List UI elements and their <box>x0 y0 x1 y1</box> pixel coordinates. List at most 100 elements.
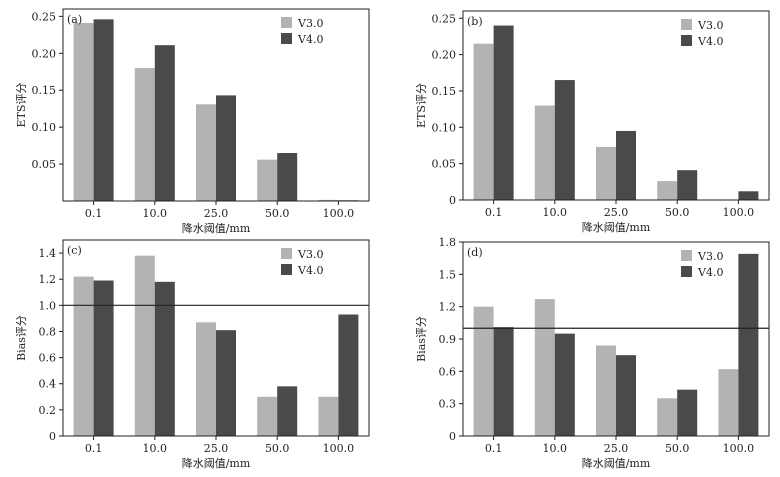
x-axis-label: 降水阈值/mm <box>182 456 251 470</box>
legend-swatch-v3 <box>281 17 292 28</box>
x-axis-label: 降水阈值/mm <box>582 456 651 470</box>
y-tick-label: 0.6 <box>439 365 457 378</box>
bar-v3-50.0 <box>257 159 278 201</box>
bar-v4-10.0 <box>154 281 175 436</box>
bar-v4-0.1 <box>93 280 114 436</box>
plot-frame <box>62 239 370 437</box>
bar-v3-25.0 <box>196 322 216 436</box>
bar-v3-10.0 <box>134 68 155 201</box>
y-tick-label: 0.05 <box>32 158 57 171</box>
bar-v3-10.0 <box>534 105 555 200</box>
y-tick-label: 0.10 <box>32 121 57 134</box>
bar-v4-0.1 <box>93 19 114 202</box>
bar-v4-25.0 <box>216 95 236 201</box>
y-axis-label: Bias评分 <box>415 316 428 362</box>
bar-v4-50.0 <box>277 386 298 436</box>
y-tick-label: 0.20 <box>32 47 57 60</box>
bar-v3-100.0 <box>718 369 739 436</box>
legend-swatch-v3 <box>681 250 692 261</box>
bar-v3-50.0 <box>657 398 678 436</box>
x-tick-label: 50.0 <box>665 206 690 219</box>
bar-v4-10.0 <box>154 45 175 201</box>
y-tick-label: 1.2 <box>439 301 457 314</box>
y-tick-label: 0.10 <box>432 121 457 134</box>
legend-swatch-v4 <box>281 264 292 275</box>
legend-swatch-v3 <box>281 248 292 259</box>
x-tick-label: 25.0 <box>204 442 229 455</box>
bar-v4-100.0 <box>738 253 759 436</box>
y-tick-label: 0.15 <box>432 85 457 98</box>
x-tick-label: 100.0 <box>323 442 355 455</box>
bar-v4-50.0 <box>677 389 698 436</box>
x-tick-label: 10.0 <box>143 207 168 220</box>
bar-v4-0.1 <box>493 25 514 200</box>
x-tick-label: 100.0 <box>323 207 355 220</box>
x-tick-label: 0.1 <box>85 442 103 455</box>
panel-label: (c) <box>67 244 82 257</box>
bar-v3-25.0 <box>196 104 216 201</box>
bar-v3-10.0 <box>534 299 555 436</box>
y-tick-label: 0.05 <box>432 158 457 171</box>
x-tick-label: 50.0 <box>265 207 290 220</box>
y-tick-label: 0.9 <box>439 333 457 346</box>
bar-v3-50.0 <box>257 396 278 436</box>
bar-v4-10.0 <box>554 333 575 436</box>
legend-swatch-v3 <box>681 19 692 30</box>
bar-v3-50.0 <box>657 181 678 200</box>
bar-v4-100.0 <box>338 314 359 436</box>
y-tick-label: 0.15 <box>32 84 57 97</box>
y-axis-label: ETS评分 <box>415 83 428 128</box>
x-tick-label: 0.1 <box>485 206 503 219</box>
bar-v3-0.1 <box>473 306 494 436</box>
bar-v3-10.0 <box>134 255 155 436</box>
panel-label: (d) <box>467 246 483 259</box>
y-tick-label: 0.2 <box>39 404 57 417</box>
legend-swatch-v4 <box>281 33 292 44</box>
y-tick-label: 0.6 <box>39 352 57 365</box>
y-tick-label: 1.2 <box>39 273 57 286</box>
legend-label-v4: V4.0 <box>697 266 723 279</box>
bar-v4-25.0 <box>616 130 636 200</box>
y-tick-label: 0.4 <box>39 378 57 391</box>
legend-label-v4: V4.0 <box>297 264 323 277</box>
y-axis-label: ETS评分 <box>15 83 28 128</box>
y-tick-label: 1.8 <box>439 236 457 249</box>
legend-label-v3: V3.0 <box>297 248 323 261</box>
chart-panel-a: 0.1 10.0 25.0 50.0 100.0 0.05 0.10 0.15 0.20 0.25… <box>15 8 370 235</box>
x-tick-label: 0.1 <box>85 207 103 220</box>
panel-label: (a) <box>67 13 82 26</box>
bar-v3-0.1 <box>473 43 494 200</box>
plot-frame <box>62 8 370 202</box>
y-tick-label: 0.25 <box>32 10 57 23</box>
legend-label-v4: V4.0 <box>697 35 723 48</box>
y-tick-label: 0.20 <box>432 49 457 62</box>
bar-v3-0.1 <box>73 23 94 202</box>
bar-v3-100.0 <box>318 199 339 201</box>
y-tick-label: 0.25 <box>432 12 457 25</box>
bar-v4-25.0 <box>616 355 636 436</box>
y-tick-label: 0 <box>49 430 56 443</box>
chart-panel-c: 0.1 10.0 25.0 50.0 100.0 0 0.2 0.4 0.6 0.8 1.0 1.2 1… <box>15 239 370 470</box>
y-tick-label: 1.0 <box>39 299 57 312</box>
y-tick-label: 0 <box>449 194 456 207</box>
x-tick-label: 100.0 <box>723 442 755 455</box>
x-tick-label: 25.0 <box>604 206 629 219</box>
panel-label: (b) <box>467 15 483 28</box>
x-axis-label: 降水阈值/mm <box>582 220 651 234</box>
y-tick-label: 1.4 <box>39 247 57 260</box>
y-tick-label: 0 <box>449 430 456 443</box>
legend-label-v3: V3.0 <box>697 19 723 32</box>
x-tick-label: 10.0 <box>543 206 568 219</box>
chart-panel-b: 0.1 10.0 25.0 50.0 100.0 0 0.05 0.10 0.15 0.20 0.2… <box>415 10 770 234</box>
legend-label-v3: V3.0 <box>297 17 323 30</box>
bar-v3-100.0 <box>318 396 339 436</box>
x-tick-label: 10.0 <box>143 442 168 455</box>
y-tick-label: 1.5 <box>439 268 457 281</box>
x-tick-label: 10.0 <box>543 442 568 455</box>
y-tick-label: 0.3 <box>439 398 457 411</box>
plot-frame <box>462 10 770 201</box>
x-tick-label: 0.1 <box>485 442 503 455</box>
bar-v4-50.0 <box>677 170 698 200</box>
bar-v4-25.0 <box>216 330 236 436</box>
